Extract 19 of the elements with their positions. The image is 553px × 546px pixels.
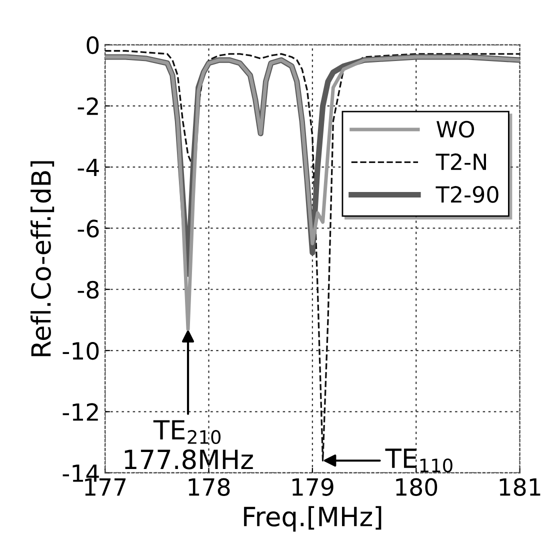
y-tick-label: 0 [86, 36, 99, 54]
annotation: TE$_{110}$ [385, 448, 452, 472]
x-tick-label: 179 [292, 478, 334, 496]
y-axis-title: Refl.Co-eff.[dB] [30, 161, 54, 356]
y-tick-label: -6 [78, 220, 99, 238]
x-tick-label: 180 [396, 478, 438, 496]
line-series [105, 55, 520, 331]
y-tick-label: -8 [78, 280, 99, 299]
annotation: TE$_{210}$ 177.8MHz [124, 420, 253, 470]
legend-label: WO [436, 120, 474, 138]
y-tick-label: -10 [62, 342, 99, 360]
x-tick-label: 181 [500, 478, 540, 496]
y-tick-label: -12 [62, 403, 98, 421]
legend-label: T2-N [436, 153, 486, 170]
x-tick-label: 178 [188, 478, 230, 496]
y-tick-label: -2 [78, 97, 98, 115]
y-tick-label: -4 [78, 158, 99, 176]
x-axis-title: Freq.[MHz] [244, 506, 382, 532]
legend-label: T2-90 [436, 186, 498, 203]
